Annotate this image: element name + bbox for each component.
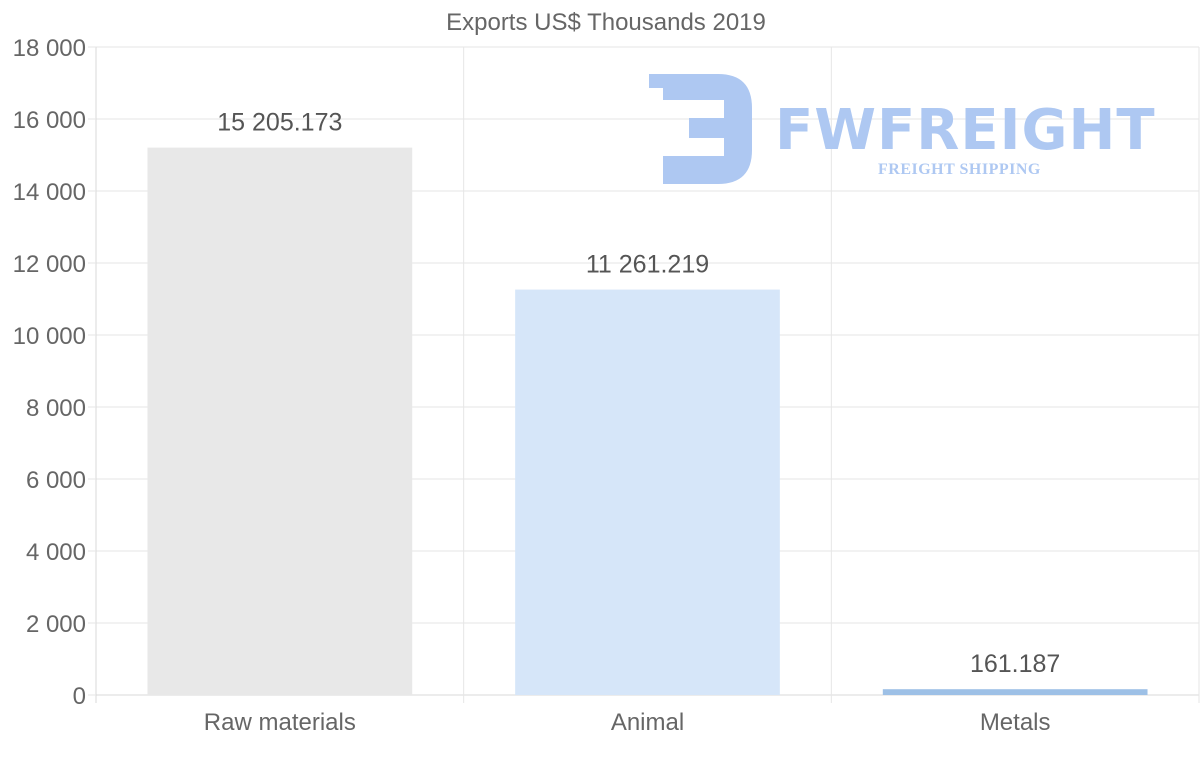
bars-layer [147,147,1148,695]
bar-value-label: 11 261.219 [586,251,709,279]
y-tick-label: 12 000 [13,251,86,278]
y-tick-label: 16 000 [13,107,86,134]
x-tick-label: Metals [980,709,1051,736]
bar-raw-materials [147,147,413,695]
x-axis: Raw materials Animal Metals [204,709,1051,736]
bar-value-label: 161.187 [970,650,1060,678]
chart-title: Exports US$ Thousands 2019 [446,9,766,36]
y-tick-label: 10 000 [13,323,86,350]
watermark-tagline-text: FREIGHT SHIPPING [878,161,1041,178]
bar-value-label: 15 205.173 [217,109,342,137]
y-axis: 0 2 000 4 000 6 000 8 000 10 000 12 000 14 000 1… [13,35,96,710]
y-tick-label: 18 000 [13,35,86,62]
fwfreight-watermark-logo: FWFREIGHT FREIGHT SHIPPING [649,74,1156,184]
y-tick-label: 8 000 [26,395,86,422]
y-tick-label: 4 000 [26,539,86,566]
y-tick-label: 6 000 [26,467,86,494]
y-tick-label: 14 000 [13,179,86,206]
x-tick-label: Animal [611,709,684,736]
x-tick-label: Raw materials [204,709,356,736]
y-tick-label: 0 [73,683,86,710]
data-labels-layer: 15 205.173 11 261.219 161.187 [217,109,1060,679]
bar-metals [882,689,1148,695]
bar-animal [515,289,780,695]
y-tick-label: 2 000 [26,611,86,638]
watermark-brand-text: FWFREIGHT [775,98,1156,163]
fwfreight-logo-icon [649,74,752,184]
